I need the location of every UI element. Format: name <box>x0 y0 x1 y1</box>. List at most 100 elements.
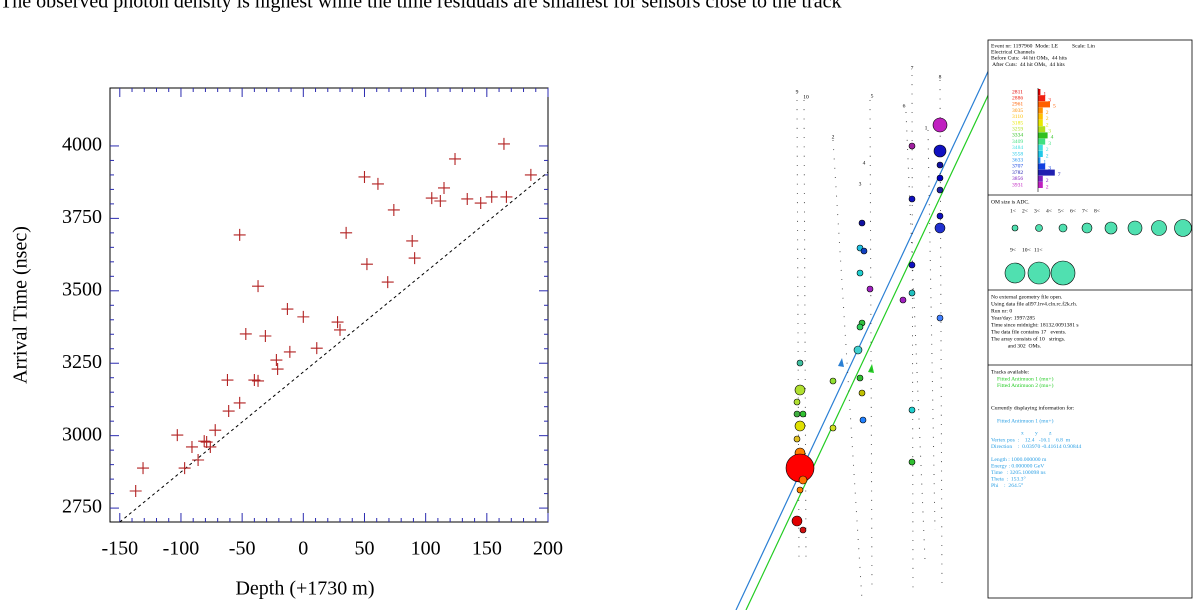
file-info: Time since midnight: 18132.0091381 s <box>991 322 1079 328</box>
om-size-title: OM size is ADC. <box>991 199 1030 205</box>
caption: The observed photon density is highest w… <box>0 0 841 13</box>
file-info: Run nr: 0 <box>991 308 1012 314</box>
time-scale-label: 3484 <box>1012 145 1023 151</box>
data-point <box>204 440 217 453</box>
track-2 <box>745 69 1001 610</box>
hit-om <box>908 458 916 466</box>
time-histogram-count: 3 <box>1048 128 1051 134</box>
data-point <box>239 327 252 340</box>
hit-om <box>829 424 837 432</box>
data-point <box>259 330 272 342</box>
data-point <box>252 280 265 293</box>
time-scale-label: 3035 <box>1012 108 1023 114</box>
om-size-label: 9< <box>1010 247 1016 253</box>
current-title: Currently displaying information for: <box>991 404 1075 411</box>
string-label: 2 <box>832 134 835 140</box>
detector-string <box>905 111 926 561</box>
hit-om <box>936 186 944 194</box>
file-info: and 302 OMs. <box>991 343 1042 349</box>
string-label: 10 <box>803 94 809 100</box>
hit-om <box>856 374 864 382</box>
x-tick-label: 50 <box>354 538 374 560</box>
om-size-label: 6< <box>1070 208 1076 214</box>
hit-om <box>936 174 944 182</box>
data-point <box>408 252 421 265</box>
hit-om <box>933 144 947 158</box>
om-size-label: 10< <box>1022 247 1031 253</box>
hit-om <box>794 384 806 396</box>
x-tick-label: -150 <box>101 538 138 560</box>
track-info: Vertex pos : 12.4 -16.1 6.8 m <box>991 437 1071 443</box>
track-info: Phi : 264.5° <box>991 482 1023 489</box>
time-histogram-bar <box>1038 107 1043 114</box>
time-histogram-bar <box>1038 101 1050 108</box>
string-label: 9 <box>796 89 799 95</box>
time-histogram-bar <box>1038 169 1055 176</box>
time-histogram-bar <box>1038 95 1046 102</box>
om-size-key <box>1011 224 1019 232</box>
time-histogram-count: 2 <box>1046 184 1049 190</box>
track-info: Theta : 153.3° <box>991 475 1026 482</box>
hit-om <box>794 420 806 432</box>
time-histogram-count: 5 <box>1053 104 1056 110</box>
time-scale-label: 3856 <box>1012 176 1023 182</box>
hit-om <box>932 117 948 133</box>
time-histogram-bar <box>1038 175 1043 182</box>
time-scale-label: 3931 <box>1012 182 1023 188</box>
data-point <box>331 316 344 329</box>
hit-om <box>860 247 868 255</box>
detector-string <box>927 129 936 531</box>
hit-om <box>796 359 804 367</box>
data-point <box>271 363 284 376</box>
string-label: 4 <box>863 160 866 166</box>
om-size-key <box>1050 260 1076 286</box>
y-tick-label: 3000 <box>62 423 102 445</box>
time-scale-label: 3110 <box>1012 114 1023 120</box>
time-histogram-count: 3 <box>1048 141 1051 147</box>
string-label: 1 <box>925 125 928 131</box>
data-point <box>334 323 347 336</box>
hit-om <box>856 323 864 331</box>
x-tick-label: -100 <box>163 538 200 560</box>
y-tick-label: 2750 <box>62 496 102 518</box>
hit-om <box>798 475 808 485</box>
hit-om <box>908 195 916 203</box>
om-size-key <box>1081 222 1093 234</box>
time-scale-label: 2886 <box>1012 95 1023 101</box>
data-point <box>371 177 384 190</box>
time-histogram-count: 2 <box>1046 116 1049 122</box>
hit-om <box>799 526 807 534</box>
string-label: 8 <box>939 74 942 80</box>
data-point <box>524 168 537 181</box>
data-point <box>485 190 498 203</box>
string-label: 3 <box>859 181 862 187</box>
x-axis-title: Depth (+1730 m) <box>235 578 374 600</box>
om-size-key <box>1127 220 1143 236</box>
file-info: Year/day: 1997/285 <box>991 315 1035 321</box>
file-info: Using data file all97.lrv4.cln.rc.f2k.rh… <box>991 300 1078 307</box>
string-label: 5 <box>871 93 874 99</box>
y-axis-title: Arrival Time (nsec) <box>10 226 32 384</box>
time-histogram-count: 1 <box>1043 91 1046 97</box>
time-histogram-count: 7 <box>1058 172 1061 178</box>
data-point <box>283 345 296 358</box>
hit-om <box>908 261 916 269</box>
data-point <box>185 440 198 453</box>
string-label: 7 <box>911 65 914 71</box>
hit-om <box>936 161 944 169</box>
data-point <box>178 462 191 475</box>
x-tick-label: 200 <box>533 538 563 560</box>
time-histogram-count: 2 <box>1046 153 1049 159</box>
time-histogram-bar <box>1038 120 1043 126</box>
data-point <box>387 203 400 216</box>
data-point <box>461 192 474 205</box>
data-point <box>198 435 211 448</box>
time-histogram-count: 2 <box>1046 178 1049 184</box>
hit-om <box>936 314 944 322</box>
time-scale-label: 2961 <box>1012 102 1023 108</box>
track-info: Time : 3205.100098 ns <box>991 470 1046 476</box>
hit-om <box>908 289 916 297</box>
om-size-key <box>1035 224 1043 232</box>
data-point <box>137 462 150 475</box>
